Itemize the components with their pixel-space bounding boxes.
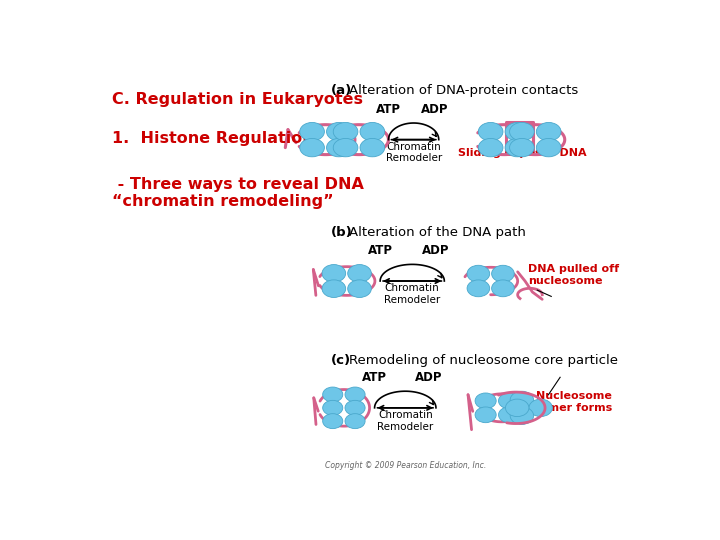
Text: Chromatin
Remodeler: Chromatin Remodeler [384, 283, 440, 305]
Text: ADP: ADP [422, 244, 450, 257]
Circle shape [345, 387, 365, 402]
Circle shape [510, 123, 534, 141]
Circle shape [505, 138, 530, 157]
Text: Chromatin
Remodeler: Chromatin Remodeler [385, 141, 442, 163]
Circle shape [475, 393, 496, 409]
Text: (c): (c) [331, 354, 351, 367]
Circle shape [360, 138, 384, 157]
Circle shape [348, 265, 372, 282]
Circle shape [323, 387, 343, 402]
Circle shape [475, 407, 496, 423]
Circle shape [510, 392, 534, 409]
Circle shape [300, 123, 325, 141]
Circle shape [327, 138, 351, 157]
Circle shape [510, 138, 534, 157]
Text: Alteration of the DNA path: Alteration of the DNA path [349, 226, 526, 239]
Circle shape [333, 138, 358, 157]
Circle shape [467, 280, 490, 297]
Circle shape [492, 280, 514, 297]
Circle shape [505, 399, 529, 416]
Circle shape [467, 265, 490, 282]
Text: ADP: ADP [415, 371, 443, 384]
Text: - Three ways to reveal DNA
“chromatin remodeling”: - Three ways to reveal DNA “chromatin re… [112, 177, 364, 210]
Circle shape [345, 400, 365, 415]
Circle shape [348, 280, 372, 298]
Circle shape [323, 414, 343, 429]
Text: ATP: ATP [376, 103, 401, 116]
Text: Copyright © 2009 Pearson Education, Inc.: Copyright © 2009 Pearson Education, Inc. [325, 461, 486, 470]
Text: Alteration of DNA-protein contacts: Alteration of DNA-protein contacts [349, 84, 579, 97]
Circle shape [345, 414, 365, 429]
Text: C. Regulation in Eukaryotes: C. Regulation in Eukaryotes [112, 92, 364, 107]
Text: DNA pulled off
nucleosome: DNA pulled off nucleosome [528, 265, 619, 286]
Circle shape [510, 407, 534, 424]
Circle shape [322, 280, 346, 298]
Text: ADP: ADP [421, 103, 449, 116]
Circle shape [327, 123, 351, 141]
Circle shape [498, 407, 520, 423]
Text: Nucleosome
dimer forms: Nucleosome dimer forms [536, 391, 613, 413]
Circle shape [498, 393, 520, 409]
Circle shape [323, 400, 343, 415]
Circle shape [529, 399, 552, 416]
Text: Chromatin
Remodeler: Chromatin Remodeler [377, 410, 433, 431]
Text: ATP: ATP [368, 244, 392, 257]
Circle shape [536, 138, 561, 157]
Circle shape [492, 265, 514, 282]
Circle shape [360, 123, 384, 141]
Text: 1.  Histone Regulation: 1. Histone Regulation [112, 131, 314, 146]
Text: (a): (a) [331, 84, 352, 97]
Circle shape [505, 123, 530, 141]
Circle shape [478, 138, 503, 157]
Circle shape [300, 138, 325, 157]
Text: Remodeling of nucleosome core particle: Remodeling of nucleosome core particle [349, 354, 618, 367]
Text: (b): (b) [331, 226, 353, 239]
Circle shape [322, 265, 346, 282]
Circle shape [478, 123, 503, 141]
Circle shape [333, 123, 358, 141]
Circle shape [536, 123, 561, 141]
Text: Sliding exposes DNA: Sliding exposes DNA [459, 148, 587, 158]
Text: ATP: ATP [362, 371, 387, 384]
